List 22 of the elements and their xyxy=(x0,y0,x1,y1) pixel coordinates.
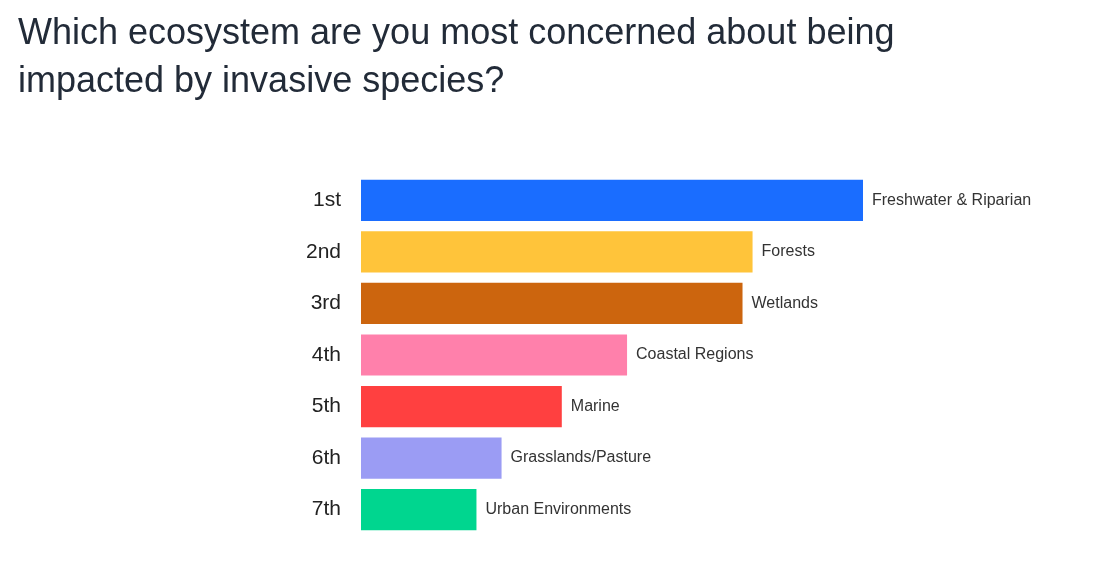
bar xyxy=(361,385,562,428)
y-tick-label: 7th xyxy=(311,496,341,520)
annotation: Coastal Regions xyxy=(636,345,754,363)
annotation: Forests xyxy=(761,242,815,260)
bar xyxy=(361,489,477,531)
annotation: Marine xyxy=(570,396,620,414)
y-tick-label: 3rd xyxy=(310,290,341,314)
bar xyxy=(361,282,743,325)
annotation: Urban Environments xyxy=(485,500,632,518)
y-tick-label: 1st xyxy=(312,187,342,211)
bar xyxy=(361,334,628,376)
bar xyxy=(361,179,863,221)
y-tick-label: 2nd xyxy=(305,238,341,262)
y-tick-label: 6th xyxy=(311,444,341,468)
bar xyxy=(361,437,502,479)
bar xyxy=(361,231,753,273)
chart-title: Which ecosystem are you most concerned about being impacted by invasive species? xyxy=(18,10,896,102)
y-tick-label: 5th xyxy=(311,393,341,417)
annotation: Wetlands xyxy=(751,293,818,311)
y-tick-label: 4th xyxy=(311,341,341,365)
annotation: Grasslands/Pasture xyxy=(510,448,652,466)
annotation: Freshwater & Riparian xyxy=(872,190,1032,208)
